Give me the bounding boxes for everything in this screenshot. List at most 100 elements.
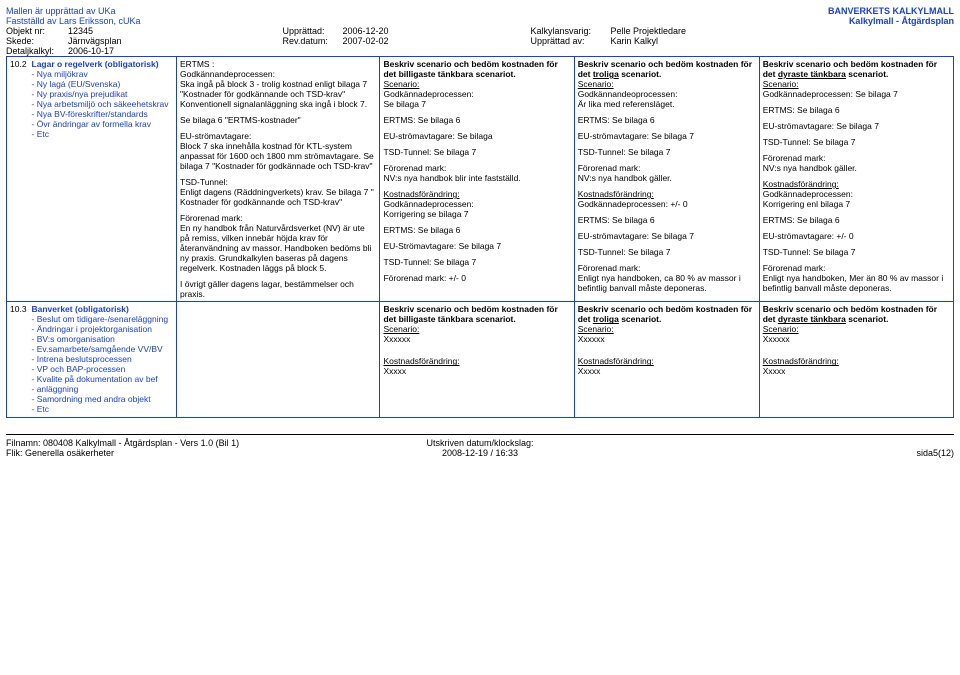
eu-text: Block 7 ska innehålla kostnad för KTL-sy… — [180, 141, 376, 171]
row-num: 10.3 — [7, 302, 29, 417]
c4-b: Är lika med referensläget. — [578, 99, 756, 109]
c5-kf-103: Kostnadsförändring: — [763, 356, 950, 366]
c5-head: Beskriv scenario och bedöm kostnaden för… — [763, 59, 950, 79]
footer-left: Filnamn: 080408 Kalkylmall - Åtgärdsplan… — [6, 438, 322, 458]
template-by: Mallen är upprättad av UKa — [6, 6, 141, 16]
c3-f: Förorenad mark: — [383, 163, 570, 173]
kalk-key: Kalkylansvarig: — [530, 26, 610, 36]
ertms-label: ERTMS : — [180, 59, 376, 69]
col-expensive: Beskriv scenario och bedöm kostnaden för… — [759, 302, 953, 417]
col-likely: Beskriv scenario och bedöm kostnaden för… — [574, 302, 759, 417]
c3-head: Beskriv scenario och bedöm kostnaden för… — [383, 59, 570, 79]
c3-k5: TSD-Tunnel: Se bilaga 7 — [383, 257, 570, 267]
det-val: 2006-10-17 — [68, 46, 114, 56]
c5-f: NV:s nya handbok gäller. — [763, 163, 950, 173]
c3-kf: Kostnadsförändring: — [383, 189, 570, 199]
c5-scenario: Scenario: — [763, 79, 950, 89]
footer: Filnamn: 080408 Kalkylmall - Åtgärdsplan… — [6, 434, 954, 458]
c5-e: Förorenad mark: — [763, 153, 950, 163]
c5-a: Godkännadeprocessen: Se bilaga 7 — [763, 89, 950, 99]
c3-k1: Godkännadeprocessen: — [383, 199, 570, 209]
list-item: Ny lagá (EU/Svenska) — [32, 79, 174, 89]
footer-right: sida5(12) — [638, 438, 954, 458]
c4-k1: Godkännadeprocessen: +/- 0 — [578, 199, 756, 209]
c5-k4: EU-strömavtagare: +/- 0 — [763, 231, 950, 241]
row-desc: Lagar o regelverk (obligatorisk) Nya mil… — [29, 57, 177, 302]
upp-val: 2006-12-20 — [343, 26, 389, 36]
c5-k3: ERTMS: Se bilaga 6 — [763, 215, 950, 225]
c3-head-103: Beskriv scenario och bedöm kostnaden för… — [383, 304, 570, 324]
c3-k4: EU-Strömavtagare: Se bilaga 7 — [383, 241, 570, 251]
tsd-label: TSD-Tunnel: — [180, 177, 376, 187]
godk-text: Ska ingå på block 3 - trolig kostnad enl… — [180, 79, 376, 109]
uppav-key: Upprättad av: — [530, 36, 610, 46]
col-reference: ERTMS : Godkännandeprocessen: Ska ingå p… — [177, 57, 380, 302]
list-item: Etc — [32, 129, 174, 139]
mark-label: Förorenad mark: — [180, 213, 376, 223]
c3-a: Godkännadeprocessen: — [383, 89, 570, 99]
col-expensive: Beskriv scenario och bedöm kostnaden för… — [759, 57, 953, 302]
footer-page: sida5(12) — [638, 448, 954, 458]
list-item: Samordning med andra objekt — [32, 394, 174, 404]
bullet-list: Beslut om tidigare-/senareläggningÄndrin… — [32, 314, 174, 414]
list-item: Ny praxis/nya prejudikat — [32, 89, 174, 99]
tsd-text: Enligt dagens (Räddningverkets) krav. Se… — [180, 187, 376, 207]
c5-k2: Korrigering enl bilaga 7 — [763, 199, 950, 209]
c5-k6b: Enligt nya handboken, Mer än 80 % av mas… — [763, 273, 950, 293]
c3-c: ERTMS: Se bilaga 6 — [383, 115, 570, 125]
row-10-2: 10.2 Lagar o regelverk (obligatorisk) Ny… — [7, 57, 954, 302]
obj-val: 12345 — [68, 26, 93, 36]
c4-k2: ERTMS: Se bilaga 6 — [578, 215, 756, 225]
header-right: BANVERKETS KALKYLMALL Kalkylmall - Åtgär… — [828, 6, 954, 26]
bullet-list: Nya miljökravNy lagá (EU/Svenska)Ny prax… — [32, 69, 174, 139]
c4-k5b: Enligt nya handboken, ca 80 % av massor … — [578, 273, 756, 293]
other-text: I övrigt gäller dagens lagar, bestämmels… — [180, 279, 376, 299]
c5-k1: Godkännadeprocessen: — [763, 189, 950, 199]
c4-k3: EU-strömavtagare: Se bilaga 7 — [578, 231, 756, 241]
c4-d: EU-strömavtagare: Se bilaga 7 — [578, 131, 756, 141]
list-item: Kvalite på dokumentation av bef — [32, 374, 174, 384]
row-num: 10.2 — [7, 57, 29, 302]
c4-kf-103: Kostnadsförändring: — [578, 356, 756, 366]
main-table: 10.2 Lagar o regelverk (obligatorisk) Ny… — [6, 56, 954, 418]
header-center: Upprättad:2006-12-20 Rev.datum:2007-02-0… — [283, 6, 389, 46]
brand-2: Kalkylmall - Åtgärdsplan — [849, 16, 954, 26]
c4-head-103: Beskriv scenario och bedöm kostnaden för… — [578, 304, 756, 324]
list-item: Övr ändringar av formella krav — [32, 119, 174, 129]
row-title: Lagar o regelverk (obligatorisk) — [32, 59, 174, 69]
list-item: Nya arbetsmiljö och säkeehetskrav — [32, 99, 174, 109]
c4-k4: TSD-Tunnel: Se bilaga 7 — [578, 247, 756, 257]
c3-e: TSD-Tunnel: Se bilaga 7 — [383, 147, 570, 157]
col-cheapest: Beskriv scenario och bedöm kostnaden för… — [380, 57, 574, 302]
list-item: Nya miljökrav — [32, 69, 174, 79]
upp-key: Upprättad: — [283, 26, 343, 36]
list-item: Ändringar i projektorganisation — [32, 324, 174, 334]
list-item: VP och BAP-processen — [32, 364, 174, 374]
c3-b: Se bilaga 7 — [383, 99, 570, 109]
header-center-2: Kalkylansvarig:Pelle Projektledare Upprä… — [530, 6, 686, 46]
c5-head-103: Beskriv scenario och bedöm kostnaden för… — [763, 304, 950, 324]
footer-tab: Flik: Generella osäkerheter — [6, 448, 322, 458]
c4-x-103: Xxxxxx — [578, 334, 756, 344]
brand-1: BANVERKETS KALKYLMALL — [828, 6, 954, 16]
c3-g: NV:s nya handbok blir inte fastställd. — [383, 173, 570, 183]
footer-center: Utskriven datum/klockslag: 2008-12-19 / … — [322, 438, 638, 458]
c5-k6a: Förorenad mark: — [763, 263, 950, 273]
footer-print-time: 2008-12-19 / 16:33 — [322, 448, 638, 458]
footer-print-label: Utskriven datum/klockslag: — [322, 438, 638, 448]
c3-k3: ERTMS: Se bilaga 6 — [383, 225, 570, 235]
c5-sc-103: Scenario: — [763, 324, 950, 334]
c4-c: ERTMS: Se bilaga 6 — [578, 115, 756, 125]
c5-x2-103: Xxxxx — [763, 366, 950, 376]
list-item: Beslut om tidigare-/senareläggning — [32, 314, 174, 324]
col-reference — [177, 302, 380, 417]
footer-filename: Filnamn: 080408 Kalkylmall - Åtgärdsplan… — [6, 438, 322, 448]
row-desc: Banverket (obligatorisk) Beslut om tidig… — [29, 302, 177, 417]
c5-x-103: Xxxxxx — [763, 334, 950, 344]
header-left: Mallen är upprättad av UKa Fastställd av… — [6, 6, 141, 56]
c5-kf: Kostnadsförändring: — [763, 179, 950, 189]
det-key: Detaljkalkyl: — [6, 46, 68, 56]
mark-text: En ny handbok från Naturvårdsverket (NV)… — [180, 223, 376, 273]
c4-f: Förorenad mark: — [578, 163, 756, 173]
approved-by: Fastställd av Lars Eriksson, cUKa — [6, 16, 141, 26]
